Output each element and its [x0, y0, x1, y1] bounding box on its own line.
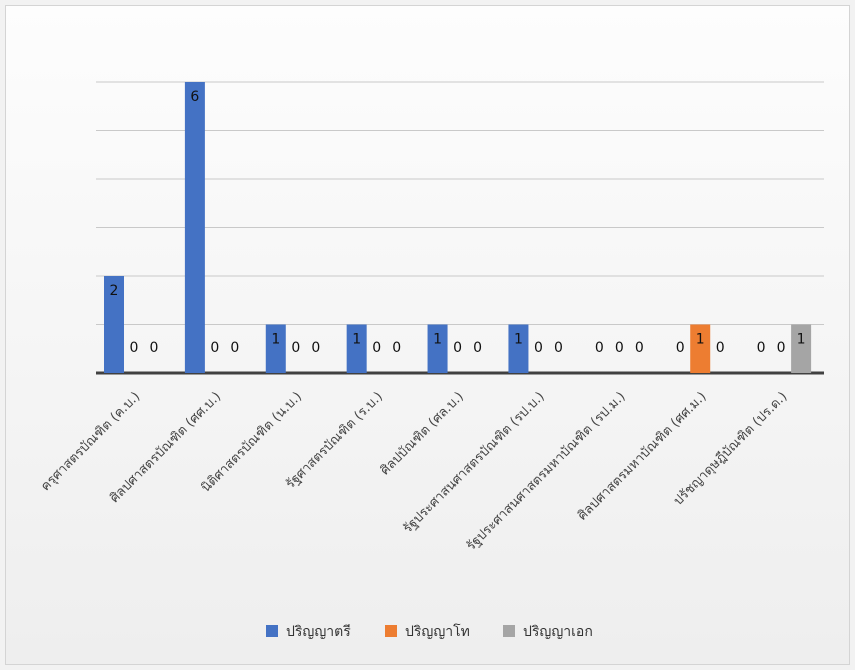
data-label: 0	[230, 340, 239, 356]
data-label: 0	[150, 340, 159, 356]
bars	[104, 82, 812, 373]
bar	[508, 324, 529, 373]
data-label: 0	[777, 340, 786, 356]
bar	[346, 324, 367, 373]
data-label: 1	[797, 332, 806, 348]
x-tick-label: รัฐประศาสนศาสตรบัณฑิต (รป.บ.)	[400, 389, 547, 536]
x-tick-label: ศิลปบัณฑิต (ศล.บ.)	[378, 389, 467, 478]
bar	[791, 324, 812, 373]
legend-label: ปริญญาโท	[405, 623, 470, 640]
data-label: 0	[311, 340, 320, 356]
data-label: 0	[392, 340, 401, 356]
data-label: 0	[210, 340, 219, 356]
data-label: 0	[676, 340, 685, 356]
bar	[104, 276, 124, 373]
data-labels: 20 060 010 010 010 010 0 0 0 0 010 0 01	[110, 89, 806, 356]
data-label: 0	[372, 340, 381, 356]
gridlines	[96, 81, 824, 375]
data-label: 1	[433, 332, 442, 348]
data-label: 0	[595, 340, 604, 356]
bar	[690, 324, 711, 373]
bar	[184, 82, 205, 373]
legend-label: ปริญญาเอก	[523, 624, 593, 640]
data-label: 1	[271, 332, 280, 348]
data-label: 0	[554, 340, 563, 356]
bar	[427, 324, 448, 373]
legend: ปริญญาตรี ปริญญาโท ปริญญาเอก	[266, 623, 593, 640]
data-label: 0	[291, 340, 300, 356]
x-tick-label: ศิลปศาสตรมหาบัณฑิต (ศศ.ม.)	[575, 389, 709, 523]
data-label: 1	[352, 332, 361, 348]
data-label: 0	[757, 340, 766, 356]
data-label: 2	[110, 283, 119, 299]
data-label: 0	[534, 340, 543, 356]
data-label: 0	[635, 340, 644, 356]
data-label: 1	[514, 332, 523, 348]
data-label: 0	[473, 340, 482, 356]
data-label: 0	[453, 340, 462, 356]
legend-label: ปริญญาตรี	[286, 624, 351, 640]
bar	[265, 324, 286, 373]
data-label: 6	[190, 89, 199, 105]
data-label: 1	[696, 332, 705, 348]
legend-swatch	[503, 625, 515, 637]
x-tick-label: รัฐประศาสนศาสตรมหาบัณฑิต (รป.ม.)	[464, 389, 629, 554]
data-label: 0	[615, 340, 624, 356]
data-label: 0	[716, 340, 725, 356]
legend-swatch	[266, 625, 278, 637]
data-label: 0	[130, 340, 139, 356]
legend-swatch	[385, 625, 397, 637]
x-tick-labels: ครุศาสตรบัณฑิต (ค.บ.)ศิลปศาสตรบัณฑิต (ศศ…	[38, 389, 790, 554]
